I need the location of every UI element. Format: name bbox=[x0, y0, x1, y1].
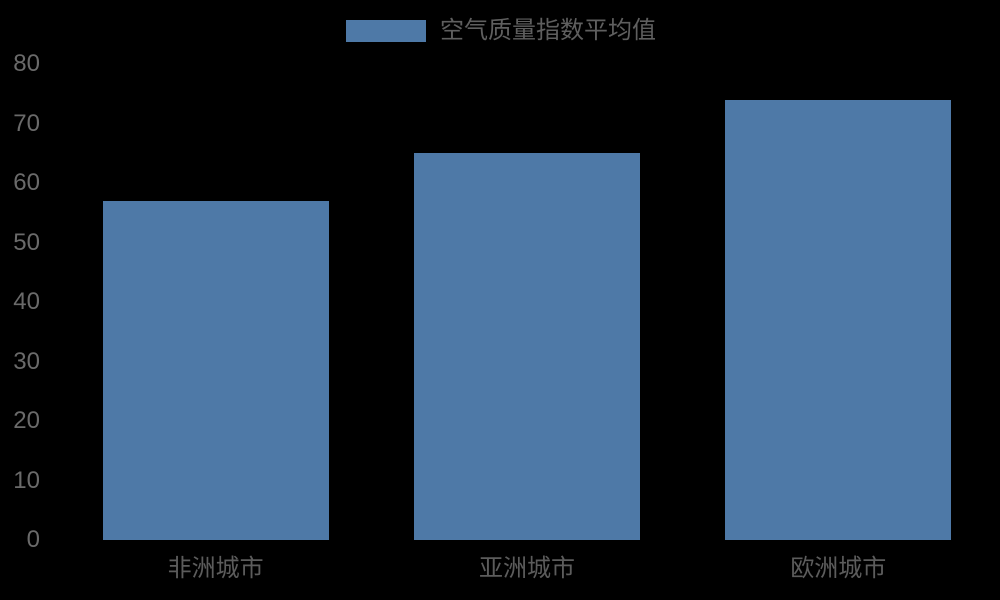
y-axis: 0 10 20 30 40 50 60 70 80 bbox=[0, 52, 40, 552]
bar-欧洲城市 bbox=[725, 99, 952, 540]
y-tick-label: 50 bbox=[13, 228, 40, 256]
y-tick-label: 30 bbox=[13, 347, 40, 375]
y-tick-label: 80 bbox=[13, 50, 40, 77]
y-tick-label: 70 bbox=[13, 109, 40, 137]
chart-legend: 空气质量指数平均值 bbox=[346, 19, 656, 43]
bar-非洲城市 bbox=[102, 200, 329, 540]
y-tick-label: 20 bbox=[13, 407, 40, 434]
x-tick-label: 非洲城市 bbox=[167, 555, 264, 582]
plot-area bbox=[60, 64, 994, 540]
bar-slot bbox=[60, 64, 371, 540]
y-tick-label: 10 bbox=[13, 466, 40, 494]
legend-swatch bbox=[346, 20, 426, 42]
legend-label: 空气质量指数平均值 bbox=[440, 17, 656, 44]
y-tick-label: 0 bbox=[26, 526, 40, 553]
bar-slot bbox=[683, 64, 994, 540]
x-axis: 非洲城市 亚洲城市 欧洲城市 bbox=[60, 554, 994, 584]
x-tick-label: 亚洲城市 bbox=[478, 555, 575, 582]
y-tick-label: 60 bbox=[13, 169, 40, 196]
bar-亚洲城市 bbox=[413, 153, 640, 540]
bar-slot bbox=[371, 64, 682, 540]
x-tick-label: 欧洲城市 bbox=[790, 555, 887, 582]
y-tick-label: 40 bbox=[13, 288, 40, 315]
